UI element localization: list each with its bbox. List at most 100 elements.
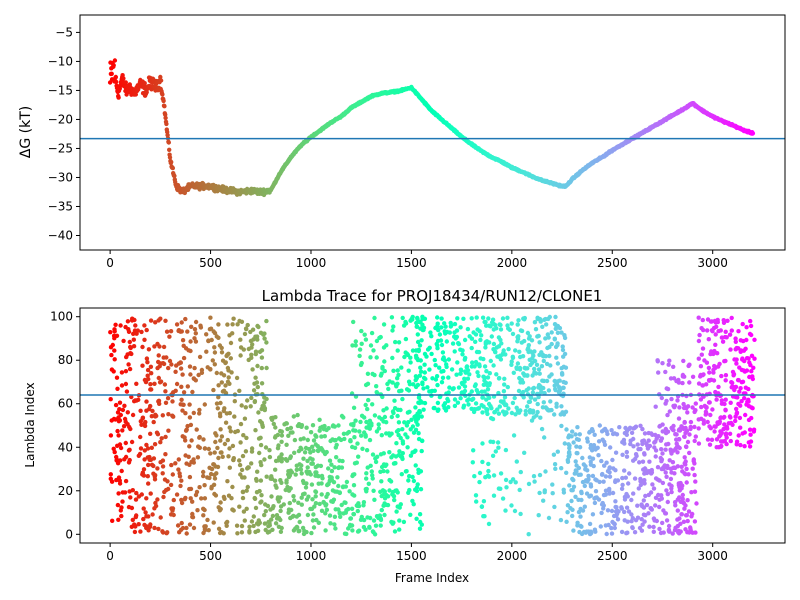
data-point [513, 412, 518, 417]
data-point [738, 338, 743, 343]
data-point [540, 405, 546, 410]
data-point [379, 464, 385, 470]
data-point [162, 477, 168, 482]
data-point [665, 491, 670, 497]
data-point [387, 450, 392, 455]
data-point [145, 373, 150, 378]
data-point [593, 447, 598, 452]
data-point [458, 371, 463, 376]
data-point [227, 465, 232, 470]
data-point [696, 426, 701, 431]
data-point [613, 499, 618, 504]
data-point [355, 529, 361, 534]
data-point [554, 355, 559, 360]
data-point [374, 514, 380, 519]
data-point [485, 375, 491, 380]
data-point [365, 515, 370, 520]
data-point [144, 496, 149, 501]
data-point [513, 348, 518, 353]
data-point [358, 419, 363, 425]
data-point [290, 430, 295, 435]
data-point [368, 463, 373, 468]
data-point [680, 380, 685, 386]
data-point [255, 469, 260, 474]
data-point [473, 339, 478, 344]
data-point [571, 440, 576, 445]
data-point [227, 381, 232, 386]
data-point [605, 469, 611, 474]
data-point [350, 492, 355, 497]
data-point [688, 419, 694, 425]
data-point [239, 530, 245, 535]
data-point [305, 512, 311, 518]
data-point [369, 421, 374, 426]
data-point [651, 486, 657, 491]
data-point [458, 325, 463, 330]
data-point [640, 522, 645, 527]
data-point [355, 508, 360, 514]
data-point [474, 388, 479, 393]
data-point [737, 389, 742, 394]
data-point [199, 496, 204, 501]
data-point [620, 482, 625, 488]
data-point [489, 406, 494, 411]
data-point [136, 522, 141, 527]
data-point [122, 490, 128, 495]
data-point [382, 359, 387, 364]
data-point [697, 332, 702, 338]
data-point [666, 523, 672, 529]
data-point [391, 324, 396, 329]
data-point [396, 340, 402, 345]
data-point [188, 422, 194, 428]
y-tick-label: 80 [58, 353, 73, 367]
data-point [622, 494, 628, 500]
data-point [579, 490, 584, 496]
data-point [592, 432, 597, 437]
data-point [146, 462, 151, 468]
data-point [291, 494, 296, 499]
data-point [163, 487, 169, 493]
data-point [319, 492, 324, 497]
data-point [353, 339, 358, 344]
data-point [690, 466, 695, 471]
data-point [262, 331, 267, 336]
data-point [448, 324, 453, 329]
data-point [749, 353, 755, 358]
data-point [636, 486, 641, 491]
data-point [667, 358, 672, 363]
data-point [497, 404, 502, 409]
data-point [332, 514, 338, 519]
data-point [421, 386, 426, 391]
data-point [298, 467, 304, 472]
data-point [666, 362, 671, 367]
data-point [135, 328, 140, 333]
data-point [323, 503, 328, 508]
data-point [114, 79, 119, 85]
data-point [506, 346, 511, 352]
data-point [576, 509, 582, 515]
data-point [484, 369, 489, 374]
data-point [237, 504, 242, 509]
data-point [659, 493, 664, 498]
data-point [422, 351, 428, 357]
data-point [565, 510, 570, 515]
data-point [552, 504, 557, 510]
data-point [537, 490, 542, 496]
data-point [283, 457, 288, 462]
data-point [527, 357, 532, 362]
data-point [463, 355, 468, 361]
data-point [705, 419, 710, 425]
data-point [176, 467, 181, 472]
data-point [684, 480, 689, 485]
data-point [245, 322, 250, 328]
data-point [296, 512, 302, 518]
data-point [193, 492, 199, 498]
data-point [708, 412, 713, 418]
data-point [586, 474, 591, 479]
data-point [351, 511, 356, 517]
data-point [448, 320, 453, 326]
data-point [680, 483, 685, 488]
data-point [174, 322, 180, 327]
data-point [503, 447, 509, 453]
